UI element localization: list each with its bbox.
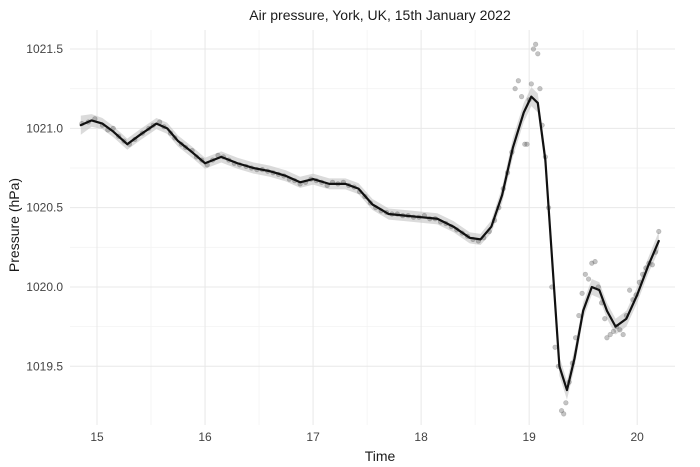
data-point bbox=[561, 411, 567, 417]
data-point bbox=[585, 276, 592, 282]
y-tick-label: 1020.5 bbox=[26, 201, 63, 215]
data-point bbox=[537, 86, 543, 92]
smoothed-trend-line bbox=[79, 95, 660, 392]
y-axis-title: Pressure (hPa) bbox=[6, 178, 22, 272]
data-point bbox=[533, 41, 539, 47]
data-point bbox=[604, 335, 610, 341]
data-point bbox=[512, 86, 518, 92]
data-point bbox=[518, 94, 525, 100]
data-point bbox=[535, 51, 541, 57]
data-point bbox=[522, 141, 528, 147]
chart-title: Air pressure, York, UK, 15th January 202… bbox=[249, 7, 511, 23]
data-point bbox=[528, 81, 534, 87]
x-axis-title: Time bbox=[365, 448, 396, 464]
data-point bbox=[515, 78, 521, 84]
y-axis-ticks: 1019.5 1020.0 1020.5 1021.0 1021.5 bbox=[26, 42, 63, 373]
grid-layer bbox=[70, 30, 675, 425]
data-point bbox=[610, 328, 617, 335]
x-tick-label: 20 bbox=[631, 430, 645, 444]
x-tick-label: 16 bbox=[198, 430, 212, 444]
data-point bbox=[524, 141, 530, 147]
data-point bbox=[563, 400, 569, 406]
x-tick-label: 15 bbox=[90, 430, 104, 444]
data-point bbox=[582, 271, 588, 277]
data-point bbox=[589, 260, 595, 266]
y-tick-label: 1021.5 bbox=[26, 42, 63, 56]
confidence-band bbox=[80, 87, 659, 400]
x-tick-label: 17 bbox=[306, 430, 320, 444]
data-point bbox=[552, 344, 558, 350]
data-point bbox=[576, 312, 582, 319]
y-tick-label: 1021.0 bbox=[26, 121, 63, 135]
data-point bbox=[620, 331, 626, 338]
data-point bbox=[607, 331, 613, 338]
x-tick-label: 19 bbox=[522, 430, 536, 444]
data-point bbox=[627, 287, 633, 293]
y-tick-label: 1020.0 bbox=[26, 280, 63, 294]
data-point bbox=[617, 327, 623, 333]
data-point bbox=[592, 259, 598, 265]
data-point bbox=[656, 228, 662, 235]
data-point bbox=[649, 262, 655, 268]
x-axis-ticks: 15 16 17 18 19 20 bbox=[90, 430, 644, 444]
data-point bbox=[602, 316, 608, 322]
y-tick-label: 1019.5 bbox=[26, 359, 63, 373]
x-tick-label: 18 bbox=[414, 430, 428, 444]
data-point bbox=[530, 46, 537, 52]
data-point bbox=[558, 408, 565, 414]
data-point bbox=[579, 290, 585, 296]
